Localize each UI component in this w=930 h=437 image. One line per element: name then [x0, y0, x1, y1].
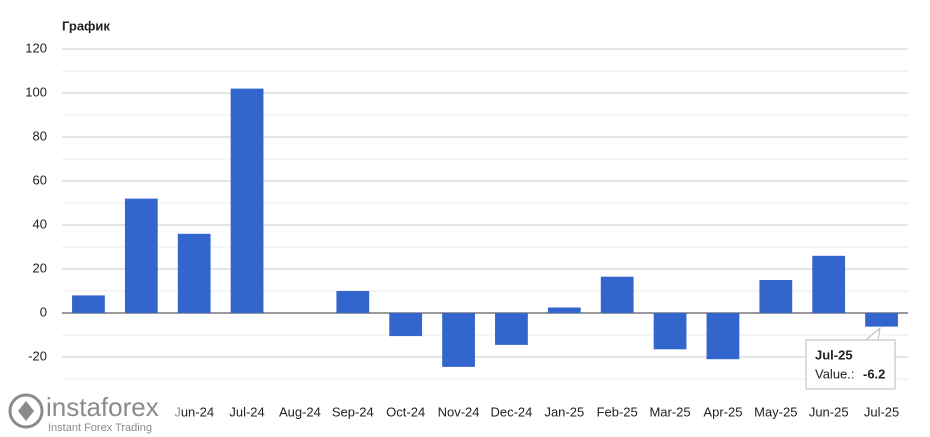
- bar: [336, 291, 370, 313]
- watermark-tagline: Instant Forex Trading: [48, 422, 152, 434]
- bar: [230, 88, 264, 313]
- bar: [72, 295, 105, 313]
- plot-area: -20 0 20 40 60 80 100 120 Jun-24 Jul-24 Aug-24 Sep-…: [25, 40, 908, 419]
- watermark-logo-mark: [18, 401, 34, 421]
- x-tick-label: Jun-25: [809, 404, 849, 419]
- x-tick-label: Oct-24: [386, 404, 425, 419]
- x-tick-label: Jan-25: [544, 404, 584, 419]
- bar: [812, 255, 846, 313]
- y-tick-label: 40: [33, 216, 47, 231]
- bar: [177, 233, 211, 313]
- watermark: instaforex Instant Forex Trading: [0, 390, 180, 437]
- bar: [442, 313, 475, 367]
- bar: [653, 313, 687, 350]
- x-tick-label: Aug-24: [279, 404, 321, 419]
- bar: [495, 313, 528, 345]
- x-tick-label: Jun-24: [174, 404, 214, 419]
- x-tick-label: Jul-25: [864, 404, 899, 419]
- x-tick-label: Mar-25: [649, 404, 690, 419]
- y-tick-label: -20: [28, 348, 47, 363]
- bar: [706, 313, 740, 360]
- x-tick-label: Apr-25: [703, 404, 742, 419]
- bar: [389, 313, 423, 337]
- tooltip-value: -6.2: [863, 366, 885, 381]
- bar: [124, 198, 158, 313]
- y-tick-label: 20: [33, 260, 47, 275]
- y-tick-label: 80: [33, 128, 47, 143]
- tooltip: Jul-25 Value.: -6.2: [805, 326, 896, 390]
- y-tick-label: 100: [25, 84, 47, 99]
- watermark-brand: instaforex: [46, 392, 159, 422]
- tooltip-label: Value.:: [815, 366, 855, 381]
- y-tick-label: 120: [25, 40, 47, 55]
- y-tick-label: 0: [40, 304, 47, 319]
- bar: [547, 307, 581, 313]
- x-tick-label: Nov-24: [438, 404, 480, 419]
- y-tick-label: 60: [33, 172, 47, 187]
- x-tick-label: Sep-24: [332, 404, 374, 419]
- x-tick-label: May-25: [754, 404, 797, 419]
- x-tick-label: Dec-24: [490, 404, 532, 419]
- chart-title: График: [62, 18, 110, 33]
- bar: [865, 313, 898, 327]
- bar: [600, 276, 634, 313]
- bar: [759, 280, 793, 313]
- x-tick-label: Feb-25: [597, 404, 638, 419]
- x-tick-label: Jul-24: [229, 404, 264, 419]
- tooltip-category: Jul-25: [815, 347, 853, 362]
- watermark-logo: [8, 393, 44, 429]
- tooltip-pointer: [864, 326, 881, 341]
